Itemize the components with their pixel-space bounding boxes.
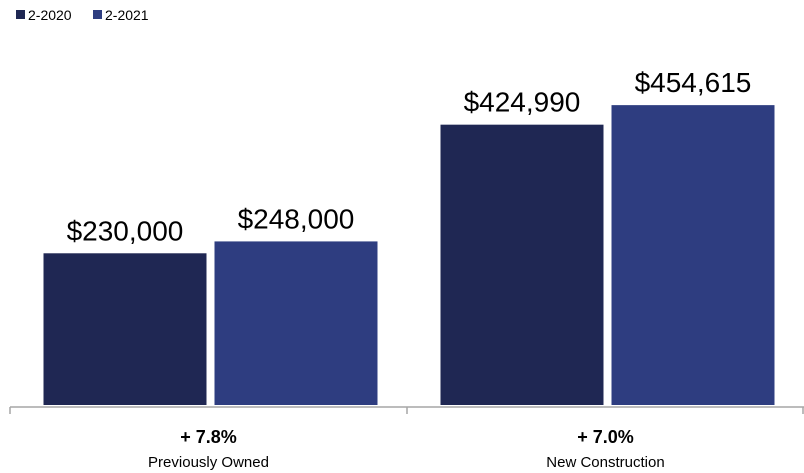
bar-2-1 xyxy=(440,124,604,406)
bar-2-2 xyxy=(611,105,775,405)
legend-swatch-1 xyxy=(16,10,25,19)
category-label-2: New Construction xyxy=(546,454,664,471)
bar-1-1 xyxy=(43,253,207,405)
legend-label-1: 2-2020 xyxy=(28,7,72,23)
change-label-2: + 7.0% xyxy=(577,427,634,447)
value-label-2-2: $454,615 xyxy=(635,67,752,98)
value-label-1-2: $248,000 xyxy=(238,203,355,234)
change-label-1: + 7.8% xyxy=(180,427,237,447)
value-label-2-1: $424,990 xyxy=(464,87,581,118)
legend-swatch-2 xyxy=(93,10,102,19)
category-label-1: Previously Owned xyxy=(148,454,269,471)
value-label-1-1: $230,000 xyxy=(67,215,184,246)
bar-1-2 xyxy=(214,241,378,405)
legend-label-2: 2-2021 xyxy=(105,7,149,23)
